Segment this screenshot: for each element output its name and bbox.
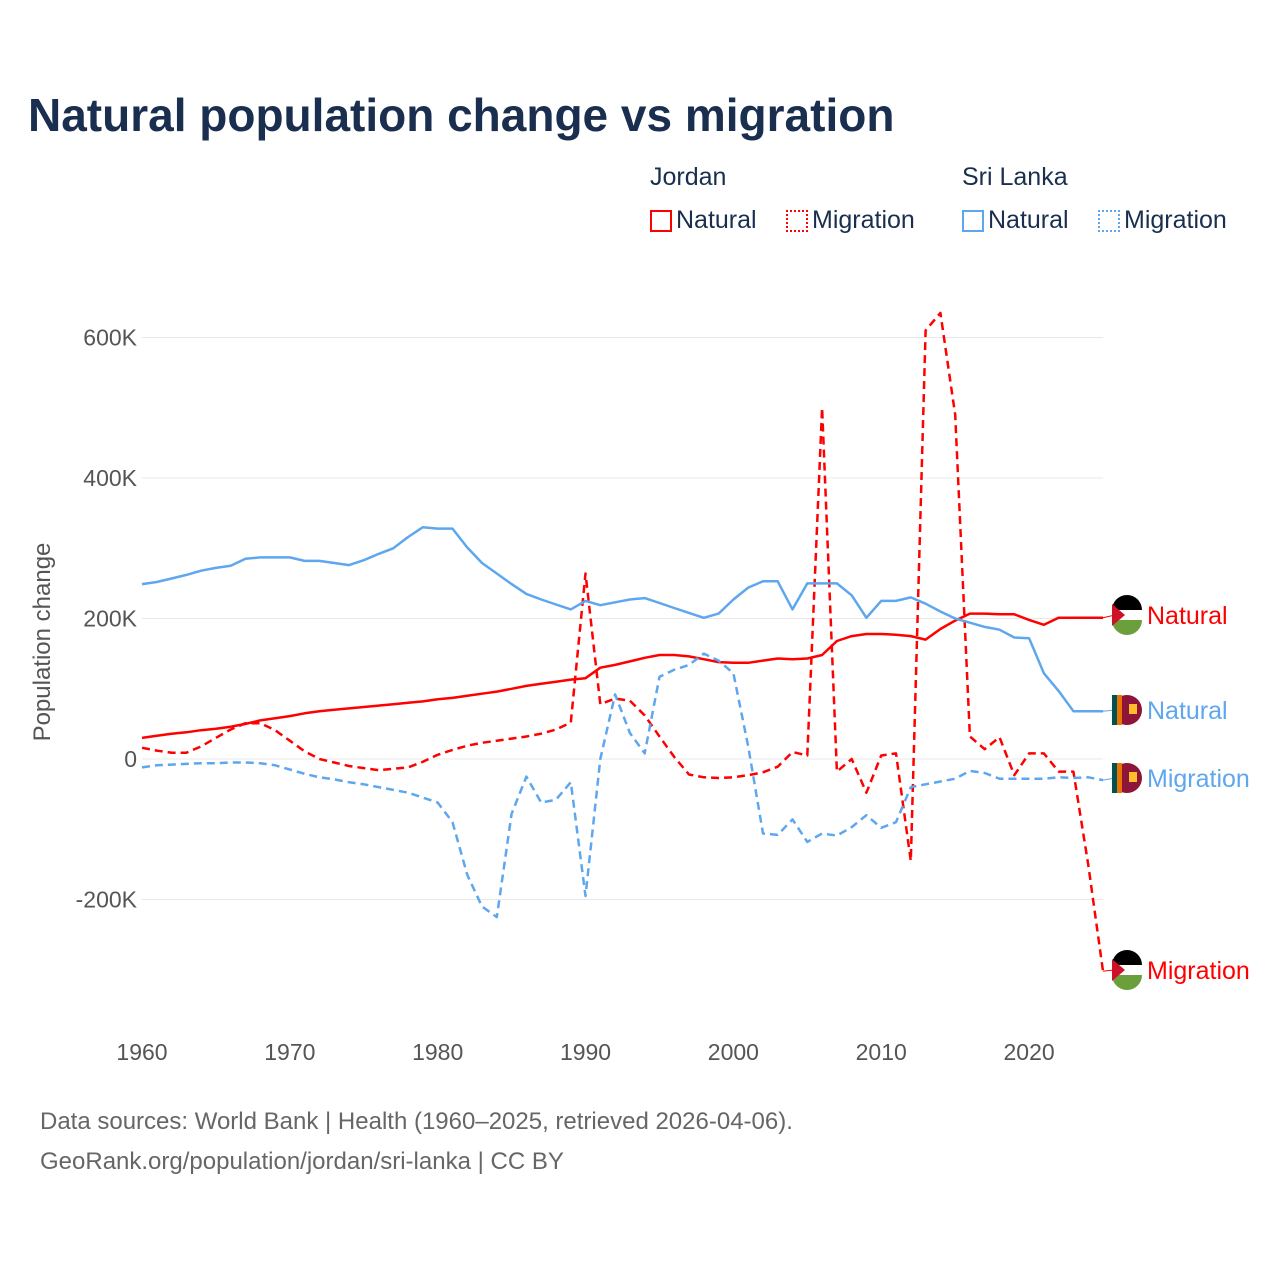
legend-label: Natural [988, 206, 1069, 234]
series-line-sri-lanka-natural [141, 525, 1103, 713]
series-end-label: Migration [1147, 765, 1250, 793]
flag-stripe [1112, 763, 1117, 793]
footer-source: Data sources: World Bank | Health (1960–… [40, 1108, 793, 1135]
series-end-label: Migration [1147, 957, 1250, 985]
y-tick-label: 400K [83, 465, 137, 491]
chart-title: Natural population change vs migration [28, 89, 895, 141]
flag-lion [1129, 772, 1137, 782]
flag-stripe [1112, 595, 1142, 610]
series-line-jordan-natural [141, 612, 1103, 740]
flag-stripe [1112, 620, 1142, 635]
series-end-label: Natural [1147, 697, 1228, 725]
x-tick-label: 1980 [412, 1039, 463, 1065]
x-tick-label: 1960 [116, 1039, 167, 1065]
x-tick-label: 2010 [856, 1039, 907, 1065]
footer-link[interactable]: GeoRank.org/population/jordan/sri-lanka … [40, 1148, 564, 1175]
plot-area: Population change -200K 0 200K 400K 600K 1960… [29, 311, 1250, 1065]
legend-swatch [962, 209, 984, 232]
legend-sri-lanka-natural[interactable]: Natural [962, 206, 1069, 235]
series-line-sri-lanka-migration [141, 652, 1104, 919]
legend-swatch [1098, 209, 1120, 232]
flag-triangle [1112, 604, 1125, 626]
legend-sri-lanka-migration[interactable]: Migration [1098, 206, 1227, 235]
y-tick-label: 600K [83, 325, 137, 351]
x-tick-label: 2020 [1003, 1039, 1054, 1065]
flag-stripe [1112, 695, 1117, 725]
legend-group-jordan: Jordan [650, 163, 727, 191]
flag-triangle [1112, 959, 1125, 981]
flag-stripe [1117, 695, 1122, 725]
legend-label: Natural [676, 206, 757, 234]
series-end-label: Natural [1147, 602, 1228, 630]
y-tick-label: 0 [124, 746, 137, 772]
y-tick-label: -200K [76, 887, 138, 913]
flag-lion [1129, 704, 1137, 714]
legend-label: Migration [1124, 206, 1227, 234]
x-tick-label: 1990 [560, 1039, 611, 1065]
y-tick-label: 200K [83, 606, 137, 632]
flag-stripe [1112, 975, 1142, 990]
legend-jordan-natural[interactable]: Natural [650, 206, 757, 235]
legend-label: Migration [812, 206, 915, 234]
legend-swatch [786, 209, 808, 232]
x-tick-label: 2000 [708, 1039, 759, 1065]
flag-stripe [1117, 763, 1122, 793]
flag-stripe [1112, 950, 1142, 965]
legend-group-sri-lanka: Sri Lanka [962, 163, 1068, 191]
legend-swatch [650, 209, 672, 232]
y-axis-label: Population change [29, 543, 56, 742]
series-line-jordan-migration [141, 311, 1105, 972]
x-tick-label: 1970 [264, 1039, 315, 1065]
legend-jordan-migration[interactable]: Migration [786, 206, 915, 235]
